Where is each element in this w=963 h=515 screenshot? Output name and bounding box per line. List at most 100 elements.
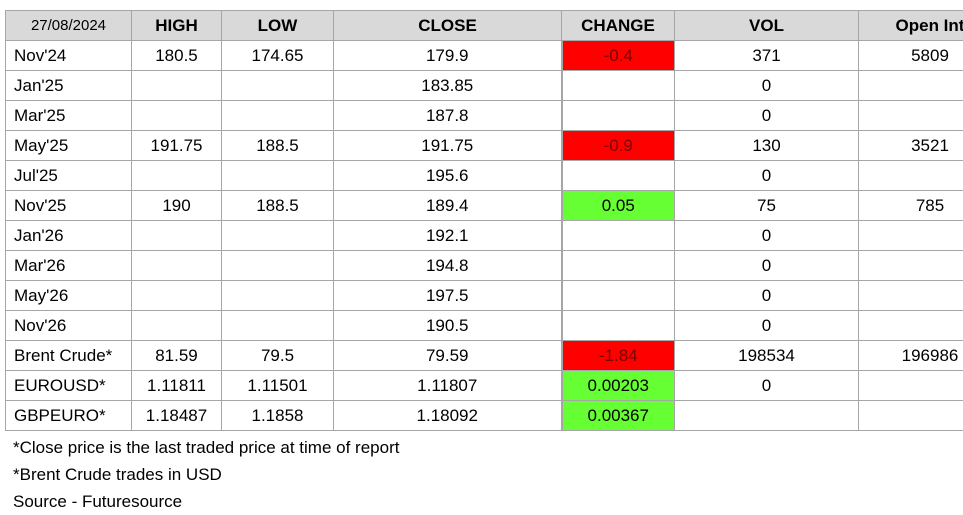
cell-open-int: 196986 xyxy=(859,341,963,371)
cell-high: 81.59 xyxy=(132,341,222,371)
cell-open-int xyxy=(859,71,963,101)
cell-change: 0.00367 xyxy=(562,401,675,431)
cell-contract: Nov'26 xyxy=(6,311,132,341)
cell-contract: Jul'25 xyxy=(6,161,132,191)
cell-change: -0.9 xyxy=(562,131,675,161)
table-row: Jul'25 195.6 0 xyxy=(6,161,963,191)
cell-low xyxy=(222,281,334,311)
cell-high xyxy=(132,71,222,101)
cell-change xyxy=(562,221,675,251)
cell-contract: EUROUSD* xyxy=(6,371,132,401)
cell-change: 0.00203 xyxy=(562,371,675,401)
header-close: CLOSE xyxy=(334,11,562,41)
cell-close: 197.5 xyxy=(334,281,562,311)
cell-contract: Mar'26 xyxy=(6,251,132,281)
cell-open-int: 3521 xyxy=(859,131,963,161)
cell-high: 191.75 xyxy=(132,131,222,161)
cell-high xyxy=(132,101,222,131)
cell-high xyxy=(132,161,222,191)
header-low: LOW xyxy=(222,11,334,41)
cell-low xyxy=(222,221,334,251)
cell-contract: Nov'24 xyxy=(6,41,132,71)
cell-vol: 0 xyxy=(675,311,859,341)
cell-open-int xyxy=(859,251,963,281)
cell-close: 189.4 xyxy=(334,191,562,221)
cell-open-int xyxy=(859,311,963,341)
cell-contract: Mar'25 xyxy=(6,101,132,131)
cell-vol: 130 xyxy=(675,131,859,161)
cell-open-int xyxy=(859,221,963,251)
header-vol: VOL xyxy=(675,11,859,41)
table-row: Nov'26 190.5 0 xyxy=(6,311,963,341)
cell-close: 192.1 xyxy=(334,221,562,251)
cell-change xyxy=(562,101,675,131)
cell-high: 1.11811 xyxy=(132,371,222,401)
header-row: 27/08/2024 HIGH LOW CLOSE CHANGE VOL Ope… xyxy=(6,11,963,41)
cell-close: 194.8 xyxy=(334,251,562,281)
cell-vol: 0 xyxy=(675,101,859,131)
cell-contract: Jan'26 xyxy=(6,221,132,251)
cell-open-int xyxy=(859,101,963,131)
cell-vol: 0 xyxy=(675,221,859,251)
table-row: Mar'25 187.8 0 xyxy=(6,101,963,131)
cell-change xyxy=(562,281,675,311)
cell-high xyxy=(132,281,222,311)
cell-low: 1.1858 xyxy=(222,401,334,431)
cell-close: 190.5 xyxy=(334,311,562,341)
cell-low: 1.11501 xyxy=(222,371,334,401)
cell-low: 188.5 xyxy=(222,131,334,161)
cell-low xyxy=(222,71,334,101)
cell-contract: May'26 xyxy=(6,281,132,311)
cell-low xyxy=(222,161,334,191)
cell-change: 0.05 xyxy=(562,191,675,221)
cell-close: 191.75 xyxy=(334,131,562,161)
cell-open-int xyxy=(859,281,963,311)
cell-open-int xyxy=(859,371,963,401)
cell-low: 79.5 xyxy=(222,341,334,371)
cell-low xyxy=(222,251,334,281)
cell-low: 174.65 xyxy=(222,41,334,71)
cell-low xyxy=(222,101,334,131)
cell-close: 187.8 xyxy=(334,101,562,131)
cell-vol: 0 xyxy=(675,161,859,191)
cell-vol: 0 xyxy=(675,71,859,101)
close-price-note: *Close price is the last traded price at… xyxy=(13,434,399,461)
cell-low: 188.5 xyxy=(222,191,334,221)
cell-low xyxy=(222,311,334,341)
brent-currency-note: *Brent Crude trades in USD xyxy=(13,461,399,488)
cell-contract: Brent Crude* xyxy=(6,341,132,371)
cell-change xyxy=(562,71,675,101)
cell-high xyxy=(132,221,222,251)
header-open-int: Open Int xyxy=(859,11,963,41)
cell-open-int: 5809 xyxy=(859,41,963,71)
table-row: Mar'26 194.8 0 xyxy=(6,251,963,281)
cell-close: 183.85 xyxy=(334,71,562,101)
header-change: CHANGE xyxy=(562,11,675,41)
cell-vol: 0 xyxy=(675,251,859,281)
cell-close: 79.59 xyxy=(334,341,562,371)
cell-high: 180.5 xyxy=(132,41,222,71)
cell-vol: 371 xyxy=(675,41,859,71)
cell-high xyxy=(132,251,222,281)
cell-vol: 198534 xyxy=(675,341,859,371)
cell-change xyxy=(562,251,675,281)
cell-change xyxy=(562,311,675,341)
cell-vol: 75 xyxy=(675,191,859,221)
cell-contract: Nov'25 xyxy=(6,191,132,221)
cell-change: -1.84 xyxy=(562,341,675,371)
cell-close: 179.9 xyxy=(334,41,562,71)
cell-close: 195.6 xyxy=(334,161,562,191)
cell-vol xyxy=(675,401,859,431)
cell-open-int xyxy=(859,401,963,431)
cell-contract: GBPEURO* xyxy=(6,401,132,431)
cell-close: 1.18092 xyxy=(334,401,562,431)
